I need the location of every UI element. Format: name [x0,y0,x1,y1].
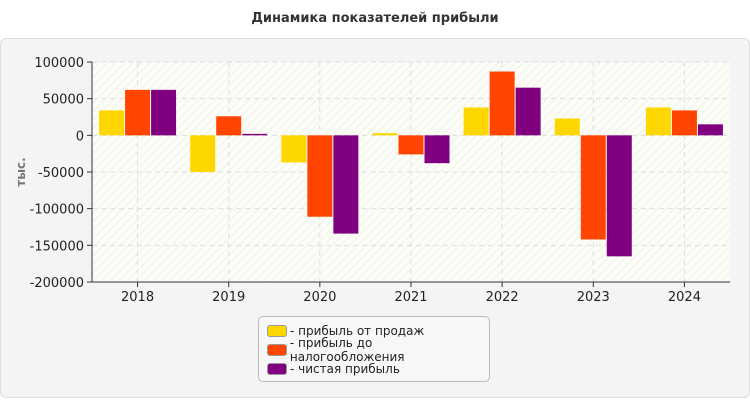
bar-2-2019 [242,133,268,136]
y-tick-label: 0 [76,129,84,144]
bar-1-2024 [671,110,697,136]
y-tick-label: -150000 [30,239,84,254]
x-tick-label: 2022 [486,290,519,305]
bar-1-2021 [398,135,424,155]
x-tick-label: 2024 [668,290,701,305]
y-tick-label: 50000 [43,93,84,108]
bar-0-2020 [281,135,307,163]
y-tick-label: 100000 [34,56,84,71]
bar-2-2022 [515,87,541,136]
bar-0-2022 [463,107,489,136]
chart-title: Динамика показателей прибыли [251,11,499,26]
legend-label: - прибыль до налогообложения [289,335,405,364]
bar-0-2019 [190,135,216,172]
bar-1-2018 [125,89,151,136]
y-tick-label: -50000 [38,166,84,181]
y-axis-label: тыс. [14,157,28,186]
bar-2-2024 [697,124,723,136]
legend-swatch [267,343,287,356]
y-tick-label: -200000 [30,276,84,291]
bar-2-2023 [606,135,632,257]
bar-1-2019 [216,116,242,136]
y-tick-label: -100000 [30,203,84,218]
bar-1-2022 [489,71,515,136]
x-tick-label: 2020 [303,290,336,305]
bar-0-2018 [99,110,125,136]
bar-0-2024 [645,107,671,136]
legend-item: - прибыль до налогообложения [267,336,489,364]
x-tick-label: 2021 [394,290,427,305]
x-tick-label: 2018 [121,290,154,305]
bar-2-2018 [151,89,177,136]
legend-swatch [267,362,287,375]
bar-0-2023 [554,118,580,136]
legend-label: - чистая прибыль [290,361,400,376]
bar-2-2020 [333,135,359,234]
legend-swatch [267,324,287,337]
bar-2-2021 [424,135,450,164]
bar-1-2023 [580,135,606,240]
legend-item: - чистая прибыль [267,359,489,378]
legend-label: - прибыль от продаж [290,323,425,338]
legend-item: - прибыль от продаж [267,321,489,340]
bar-0-2021 [372,133,398,136]
bar-1-2020 [307,135,333,217]
legend: - прибыль от продаж - прибыль до налогоо… [258,316,490,382]
x-tick-label: 2019 [212,290,245,305]
x-tick-label: 2023 [577,290,610,305]
